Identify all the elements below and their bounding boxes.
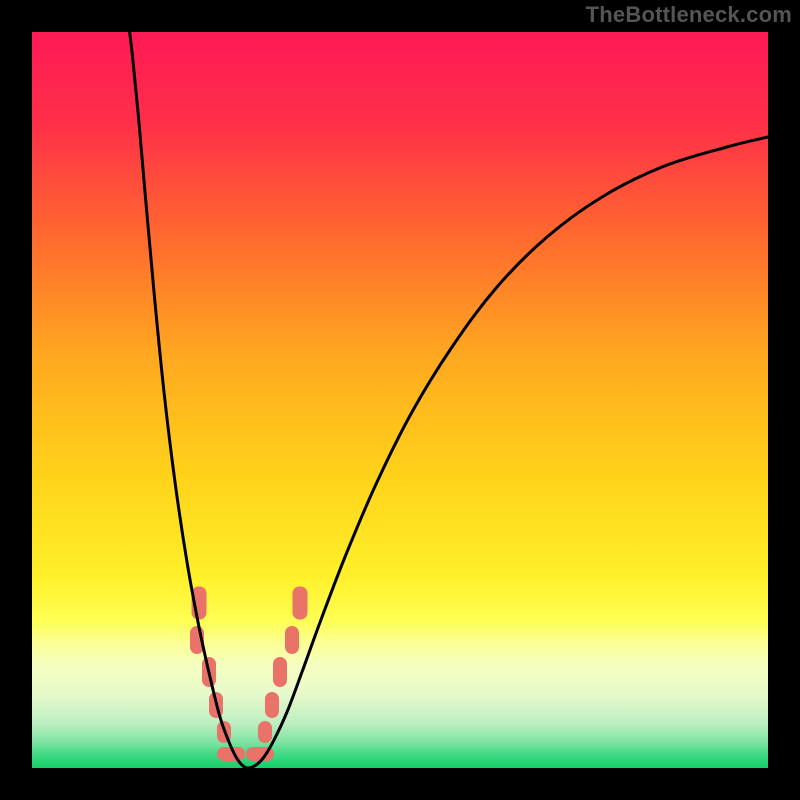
plot-area: [32, 32, 768, 768]
marker-pill: [258, 721, 272, 743]
watermark-text: TheBottleneck.com: [586, 2, 792, 28]
marker-pill: [265, 692, 279, 718]
bottleneck-curve: [127, 32, 768, 768]
marker-pills: [190, 587, 308, 762]
marker-pill: [285, 626, 299, 654]
marker-pill: [293, 587, 308, 620]
marker-pill: [273, 657, 287, 687]
outer-frame: TheBottleneck.com: [0, 0, 800, 800]
chart-svg: [32, 32, 768, 768]
